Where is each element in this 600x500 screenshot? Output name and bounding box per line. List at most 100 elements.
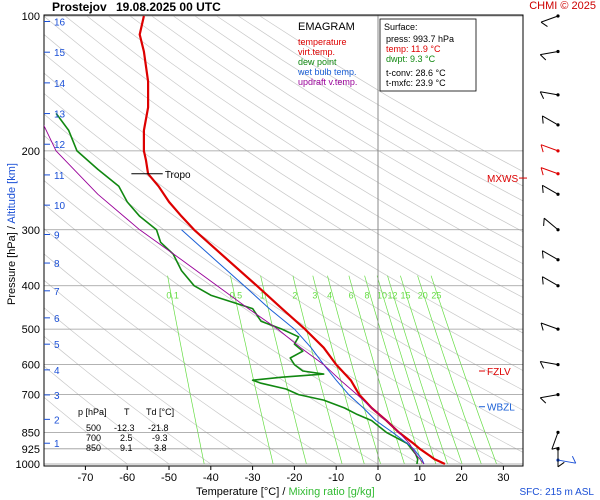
- mixing-ratio-label: 10: [377, 291, 387, 301]
- temperature-tick-label: 0: [375, 472, 381, 484]
- surface-elevation: SFC: 215 m ASL: [519, 487, 594, 498]
- dry-adiabat: [86, 15, 523, 298]
- surface-box: Surface: press: 993.7 hPa temp: 11.9 °C …: [379, 18, 477, 92]
- legend-temperature: temperature: [298, 37, 347, 47]
- temperature-tick-label: -20: [286, 472, 302, 484]
- wind-barb: [542, 276, 559, 287]
- table-cell: 500: [86, 423, 101, 433]
- legend-title: EMAGRAM: [298, 21, 355, 33]
- surface-box-frame: [379, 18, 477, 92]
- y-label-sep: /: [6, 226, 18, 230]
- mixing-ratio-label: 0.5: [230, 291, 243, 301]
- copyright: CHMI © 2025: [529, 0, 596, 12]
- wind-barb-flag: [551, 446, 560, 450]
- surface-tmxfc: t-mxfc: 23.9 °C: [386, 78, 446, 88]
- wind-barb: [540, 360, 559, 366]
- table-cell: 700: [86, 433, 101, 443]
- legend: EMAGRAM temperature virt.temp. dew point…: [297, 21, 357, 87]
- pressure-tick-label: 100: [22, 11, 40, 23]
- datetime-title: 19.08.2025 00 UTC: [116, 0, 221, 14]
- dry-adiabat: [173, 15, 523, 233]
- surface-temp: temp: 11.9 °C: [386, 44, 441, 54]
- mxws-label: MXWS: [487, 174, 518, 185]
- legend-updraft: updraft v.temp.: [298, 77, 357, 87]
- mixing-ratio-label: 20: [418, 291, 428, 301]
- series-line: [44, 124, 425, 465]
- wind-barb-dot: [556, 363, 560, 367]
- y-label-altitude: Altitude [km]: [6, 163, 18, 224]
- dry-adiabat: [44, 72, 523, 391]
- mixing-ratio-line: [348, 275, 405, 465]
- wind-barb-flag: [541, 250, 544, 259]
- wind-barb: [540, 91, 559, 96]
- table-header-p: p [hPa]: [78, 407, 107, 417]
- temperature-tick-label: -60: [119, 472, 135, 484]
- wind-barb-flag: [541, 276, 544, 285]
- mixing-ratio-line: [376, 275, 437, 465]
- wind-barb-dot: [556, 228, 560, 232]
- wind-barb-flag: [539, 54, 547, 61]
- mixing-ratio-label: 6: [349, 291, 354, 301]
- surface-press: press: 993.7 hPa: [386, 34, 454, 44]
- series-line: [138, 15, 446, 465]
- wind-barb: [542, 115, 559, 126]
- plot-frame: [43, 14, 524, 467]
- annotations: Tropo MXWS FZLV WBZL: [131, 170, 527, 414]
- x-axis-label: Temperature [°C] / Mixing ratio [g/kg]: [196, 486, 375, 498]
- dry-adiabat: [44, 34, 523, 352]
- pressure-tick-label: 1000: [16, 459, 40, 471]
- mixing-ratio-line: [230, 275, 274, 465]
- dry-adiabat: [44, 253, 337, 465]
- dry-adiabat: [151, 15, 523, 248]
- wind-barb: [551, 432, 559, 450]
- wind-barb-flag: [540, 21, 548, 27]
- altitude-tick-label: 13: [54, 110, 66, 121]
- mixing-ratio-label: 4: [327, 291, 332, 301]
- legend-wet-bulb: wet bulb temp.: [297, 67, 357, 77]
- wind-barb-dot: [556, 49, 560, 54]
- wind-barb-flag: [541, 115, 544, 124]
- station-title: Prostejov: [52, 0, 107, 14]
- dry-adiabat: [129, 15, 523, 265]
- wind-barb-flag: [540, 322, 544, 331]
- wind-barb: [540, 394, 559, 399]
- dry-adiabat: [44, 53, 523, 372]
- table-cell: -9.3: [152, 433, 168, 443]
- temperature-tick-label: -10: [328, 472, 344, 484]
- y-axis-label: Pressure [hPa] / Altitude [km]: [6, 144, 18, 324]
- mixing-ratio-label: 12: [387, 291, 397, 301]
- wind-barb-dot: [556, 93, 560, 97]
- table-cell: 2.5: [120, 433, 133, 443]
- temperature-tick-label: 20: [455, 472, 467, 484]
- temperature-tick-label: -30: [245, 472, 261, 484]
- series-line: [181, 229, 425, 465]
- y-label-pressure: Pressure [hPa]: [6, 232, 18, 305]
- x-label-mixing: Mixing ratio [g/kg]: [288, 486, 375, 498]
- wind-barb: [540, 15, 559, 23]
- altitude-tick-label: 14: [54, 79, 66, 90]
- mixing-ratio-label: 0.1: [166, 291, 179, 301]
- temperature-tick-label: 30: [497, 472, 509, 484]
- altitude-tick-label: 1: [54, 439, 60, 450]
- table-cell: -21.8: [148, 423, 169, 433]
- table-cell: 850: [86, 443, 101, 453]
- mixing-ratio-lines: 0.1 0.5 1 2 3 4 6 8 10 12 15 20 25: [166, 275, 497, 465]
- wind-barb-flag: [539, 361, 545, 369]
- dry-adiabat: [44, 15, 523, 334]
- wind-barb-flag: [541, 185, 544, 194]
- mixing-ratio-label: 1: [260, 291, 265, 301]
- altitude-tick-label: 16: [54, 18, 66, 29]
- altitude-tick-label: 3: [54, 391, 60, 402]
- mixing-ratio-line: [430, 275, 497, 465]
- wind-barb-dot: [556, 258, 560, 262]
- altitude-tick-label: 7: [54, 287, 60, 298]
- wind-barb-dot: [556, 149, 560, 153]
- pressure-tick-label: 925: [22, 444, 40, 456]
- temperature-tick-label: 10: [414, 472, 426, 484]
- wind-barb: [542, 184, 559, 195]
- pressure-tick-label: 400: [22, 281, 40, 293]
- series-line: [55, 112, 419, 465]
- mixing-ratio-line: [292, 275, 343, 465]
- temperature-tick-label: -50: [161, 472, 177, 484]
